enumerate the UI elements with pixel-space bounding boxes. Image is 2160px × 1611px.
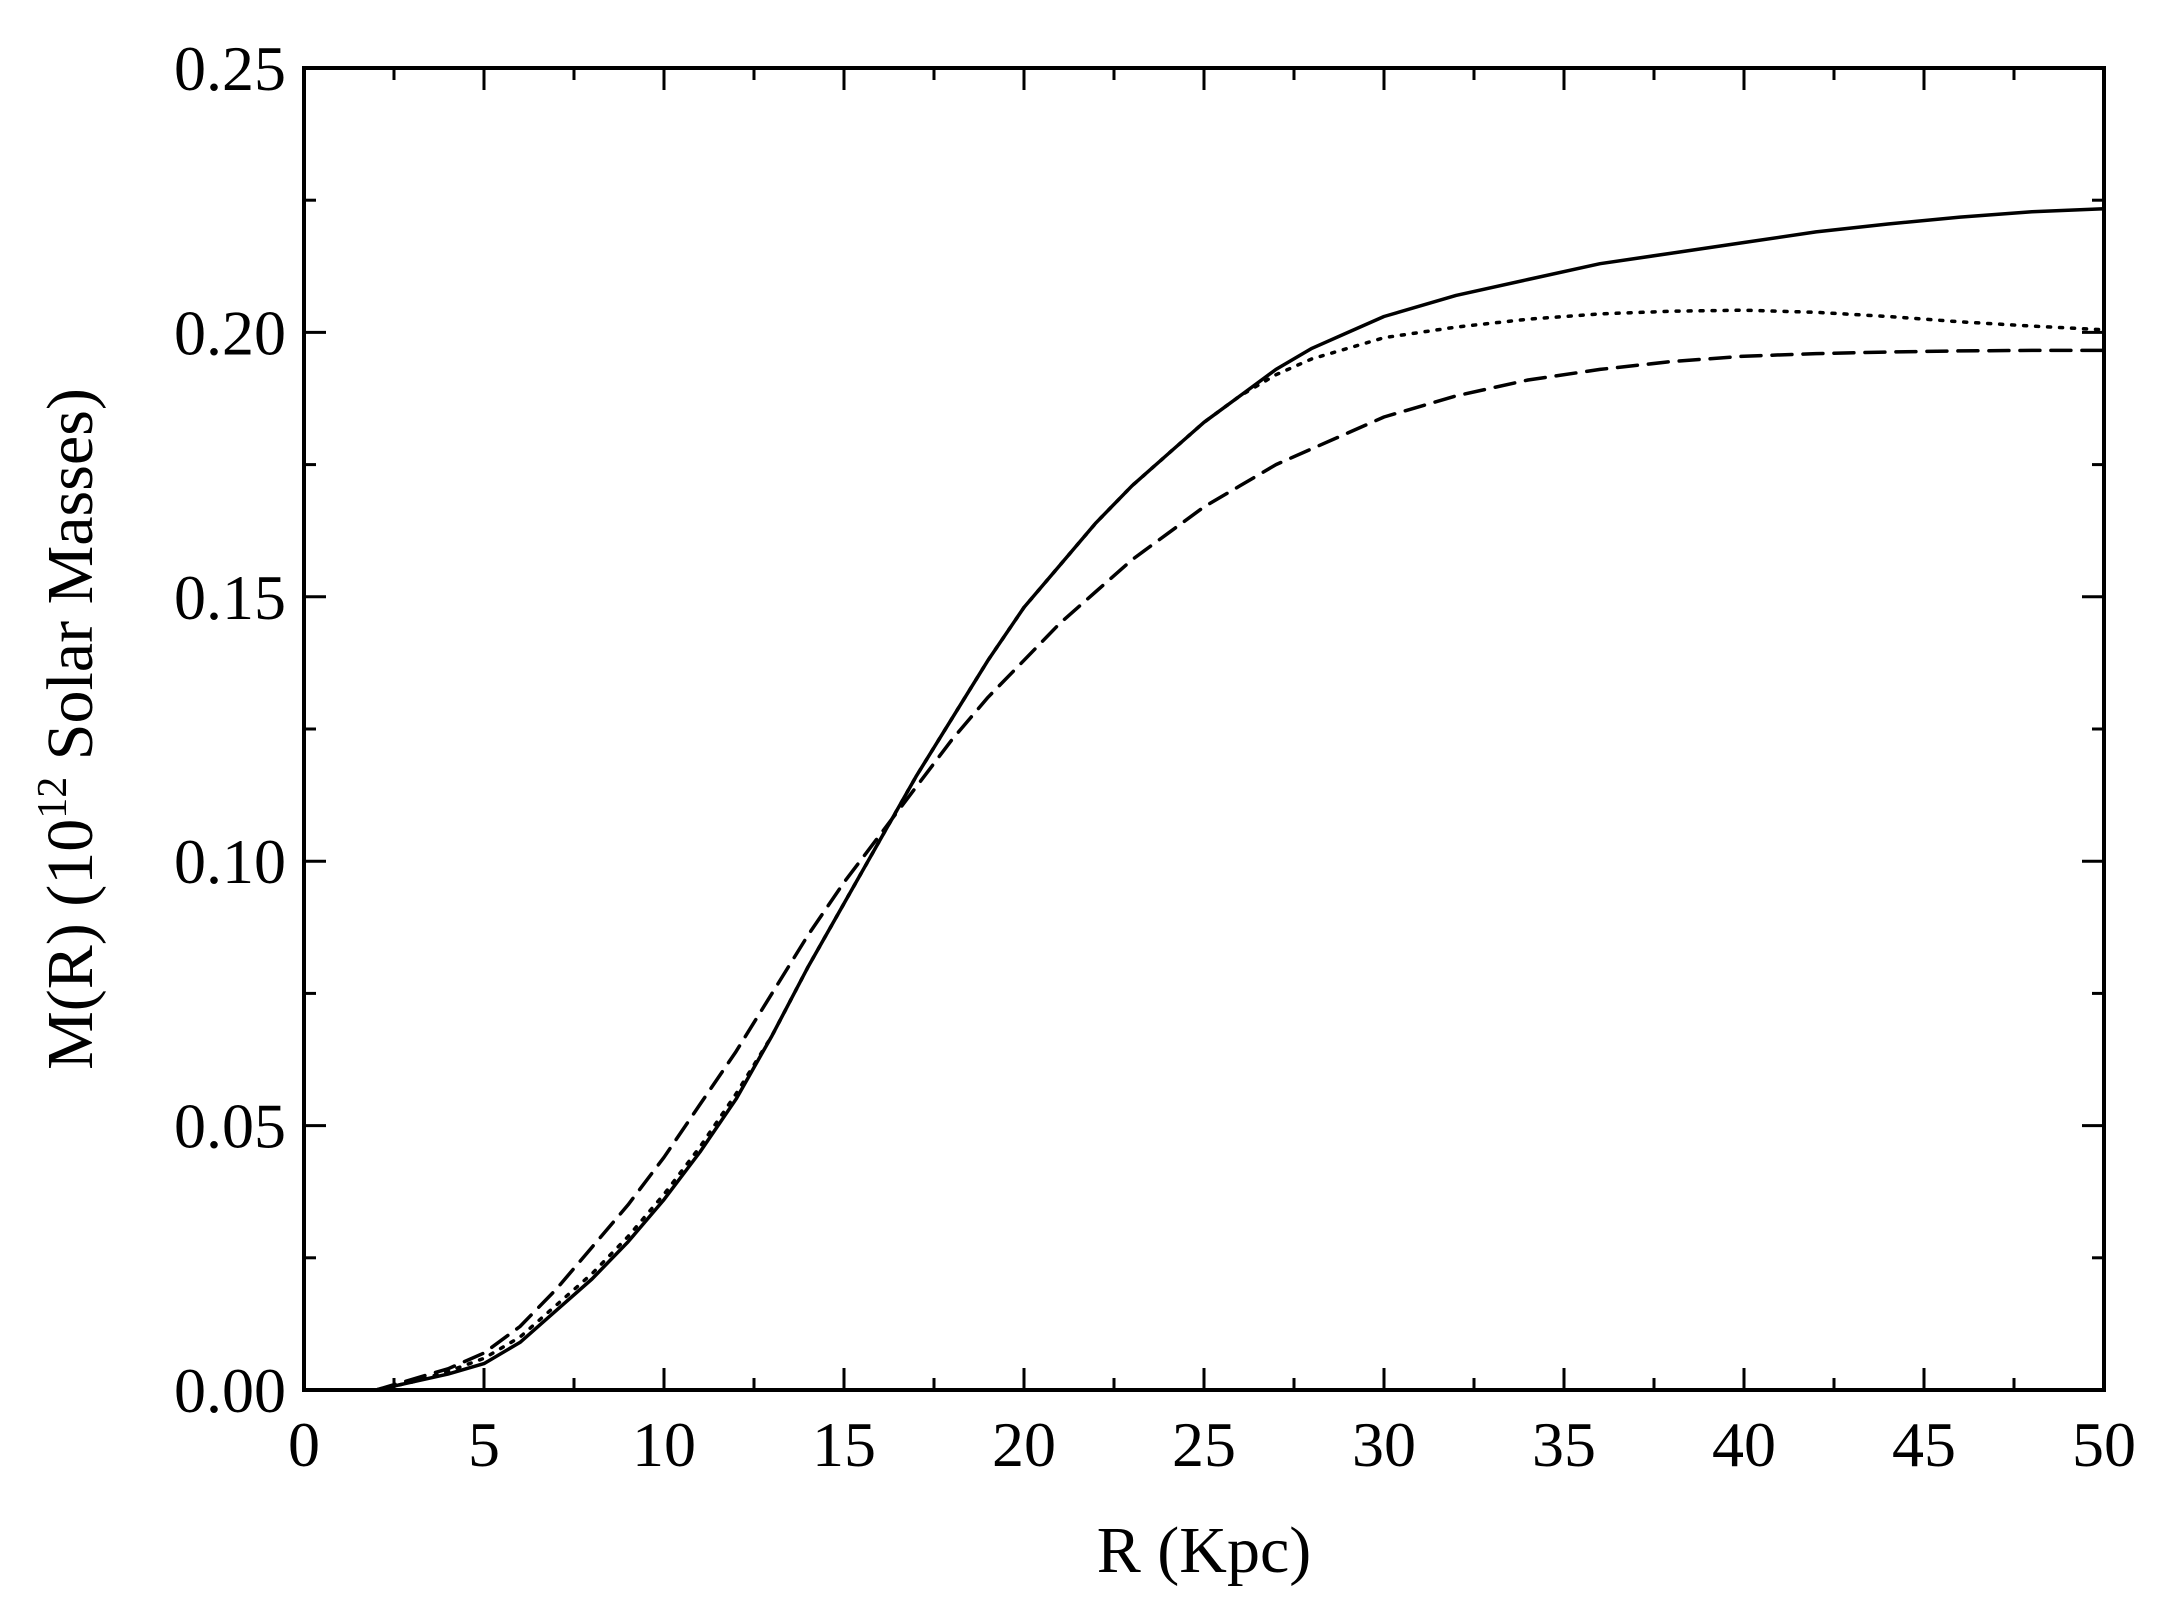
y-tick-label: 0.25 [174, 33, 286, 104]
x-tick-label: 35 [1532, 1409, 1596, 1480]
y-tick-label: 0.20 [174, 297, 286, 368]
x-tick-label: 15 [812, 1409, 876, 1480]
y-tick-label: 0.15 [174, 562, 286, 633]
plot-frame [302, 66, 2106, 1392]
x-tick-label: 20 [992, 1409, 1056, 1480]
x-tick-label: 50 [2072, 1409, 2136, 1480]
series-line-dotted [374, 308, 2106, 1392]
y-tick-label: 0.00 [174, 1355, 286, 1426]
series-line-dashed [374, 348, 2106, 1392]
x-tick-label: 45 [1892, 1409, 1956, 1480]
x-tick-label: 10 [632, 1409, 696, 1480]
series-layer [374, 206, 2106, 1392]
x-tick-label: 30 [1352, 1409, 1416, 1480]
x-tick-labels: 0 5 10 15 20 25 30 35 40 45 50 [288, 1409, 2136, 1480]
y-tick-label: 0.10 [174, 826, 286, 897]
x-tick-label: 5 [468, 1409, 500, 1480]
x-tick-label: 0 [288, 1409, 320, 1480]
series-line-solid [374, 206, 2106, 1392]
y-axis-label: M(R) (1012 Solar Masses) [30, 388, 107, 1070]
x-tick-label: 40 [1712, 1409, 1776, 1480]
y-tick-labels: 0.00 0.05 0.10 0.15 0.20 0.25 [174, 33, 286, 1426]
x-axis-label: R (Kpc) [1097, 1514, 1311, 1587]
axis-ticks [302, 66, 2106, 1392]
x-tick-label: 25 [1172, 1409, 1236, 1480]
y-tick-label: 0.05 [174, 1091, 286, 1162]
